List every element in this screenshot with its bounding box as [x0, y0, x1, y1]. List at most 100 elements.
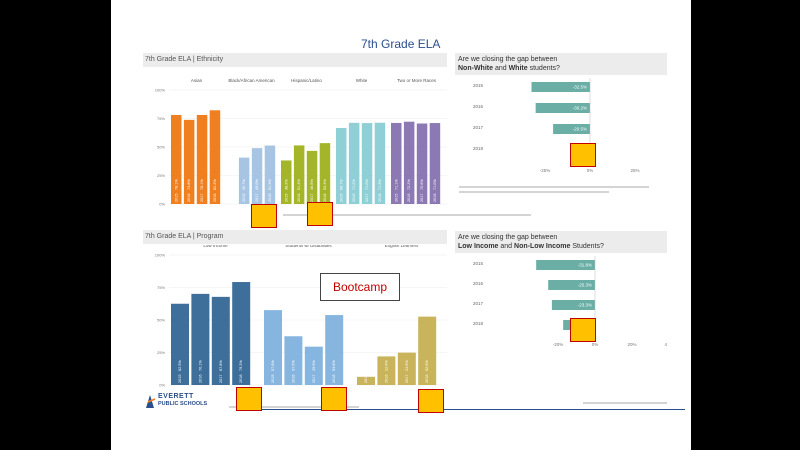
footer-line [245, 409, 685, 410]
year-label: 2018 [213, 194, 217, 202]
gap-income-title-line1: Are we closing the gap between [458, 234, 558, 241]
legend-label: Two or More Races [397, 78, 437, 83]
gap-bar [548, 280, 595, 290]
gap-income-chart: 2015-31.8%2016-25.3%2017-23.3%2018-17.2%… [473, 256, 667, 347]
bar [232, 282, 251, 385]
gap-white-title-and: and [493, 65, 509, 72]
value-label: -25.3% [578, 283, 592, 288]
value-label: 52.6% [425, 360, 429, 371]
value-label: 70.6% [420, 179, 424, 190]
legend-label: Black/African American [228, 78, 275, 83]
legend-label: English Learners [385, 245, 420, 248]
gap-bar [535, 103, 590, 113]
bar [391, 122, 402, 204]
year-label: 2016 [407, 194, 411, 202]
year-label: 2015 [178, 375, 182, 383]
bar [209, 110, 221, 204]
gap-bar [531, 82, 590, 92]
bar [377, 356, 396, 385]
program-note [229, 406, 359, 408]
x-tick-label: 25% [630, 168, 639, 173]
value-label: 53.4% [323, 179, 327, 190]
bar [171, 114, 182, 204]
year-label: 2018 [378, 194, 382, 202]
year-label: 2016 [352, 194, 356, 202]
year-label: 2018 [239, 375, 243, 383]
footer-source [583, 402, 667, 404]
category-label: 2018 [473, 146, 484, 151]
bar [281, 160, 292, 204]
slide: 7th Grade ELA 7th Grade ELA | Ethnicity … [111, 0, 691, 450]
bar [264, 145, 276, 204]
bar [306, 150, 318, 204]
bar [357, 376, 375, 385]
value-label: 53.8% [332, 360, 336, 371]
bar [284, 336, 303, 385]
logo-line-1: EVERETT [158, 393, 194, 400]
y-tick-label: 25% [157, 350, 165, 355]
gap-bar [536, 260, 595, 270]
bar [429, 123, 441, 204]
year-label: 2017 [255, 194, 259, 202]
value-label: 78.1% [200, 179, 204, 190]
x-tick-label: -20% [553, 342, 564, 347]
redaction-marker[interactable] [418, 389, 444, 413]
x-tick-label: 20% [627, 342, 636, 347]
legend-label: Low Income [203, 245, 228, 248]
bar [336, 127, 347, 204]
redaction-marker[interactable] [321, 387, 347, 411]
y-tick-label: 25% [157, 173, 165, 178]
ethnicity-chart: 0% 25% 50% 75% 100% Asian 2015 78.1% 2016 73.8% 20… [155, 78, 447, 207]
bar [191, 293, 210, 385]
value-label: 24.9% [405, 360, 409, 371]
bar [397, 352, 416, 385]
year-label: 2015 [394, 194, 398, 202]
value-label: -31.8% [578, 263, 592, 268]
bar [238, 157, 250, 204]
year-label: 2018 [425, 375, 429, 383]
redaction-marker[interactable] [251, 204, 277, 228]
year-label: 2015 [174, 194, 178, 202]
bar [416, 123, 428, 204]
value-label: 71.1% [394, 179, 398, 190]
redaction-marker[interactable] [570, 143, 596, 167]
year-label: 2015 [284, 194, 288, 202]
y-tick-label: 100% [155, 253, 166, 258]
value-label: 71.0% [365, 179, 369, 190]
legend-label: White [356, 78, 368, 83]
value-label: 71.2% [352, 179, 356, 190]
y-tick-label: 50% [157, 145, 165, 150]
value-label: -32.5% [573, 85, 587, 90]
value-label: 51.4% [297, 179, 301, 190]
bootcamp-label: Bootcamp [320, 273, 400, 301]
bar [211, 296, 230, 385]
year-label: 2015 [339, 194, 343, 202]
gap-income-title-and: and [498, 243, 515, 250]
y-tick-label: 50% [157, 318, 165, 323]
gap-white-title-b: White [508, 65, 528, 72]
bar [361, 123, 373, 204]
y-tick-label: 100% [155, 88, 166, 93]
redaction-marker[interactable] [570, 318, 596, 342]
year-label: 2017 [219, 375, 223, 383]
x-tick-label: 40% [664, 342, 667, 347]
gap-white-note [459, 186, 649, 188]
year-label: 2017 [420, 194, 424, 202]
value-label: -30.2% [573, 106, 587, 111]
redaction-marker[interactable] [307, 202, 333, 226]
year-label: 2016 [198, 375, 202, 383]
value-label: 71.0% [433, 179, 437, 190]
gap-white-title-a: Non-White [458, 65, 493, 72]
year-label: 2016 [297, 194, 301, 202]
bar [183, 119, 195, 204]
redaction-marker[interactable] [236, 387, 262, 411]
legend-label: Asian [191, 78, 203, 83]
ethnicity-chart-title: 7th Grade ELA | Ethnicity [143, 53, 447, 67]
bar [325, 315, 344, 385]
year-label: 2016 [291, 375, 295, 383]
gap-income-title-a: Low Income [458, 243, 499, 250]
value-label: -20.5% [573, 127, 587, 132]
bootcamp-label-text: Bootcamp [332, 280, 388, 294]
gap-income-title-end: Students? [570, 243, 604, 250]
value-label: 22.0% [384, 360, 388, 371]
